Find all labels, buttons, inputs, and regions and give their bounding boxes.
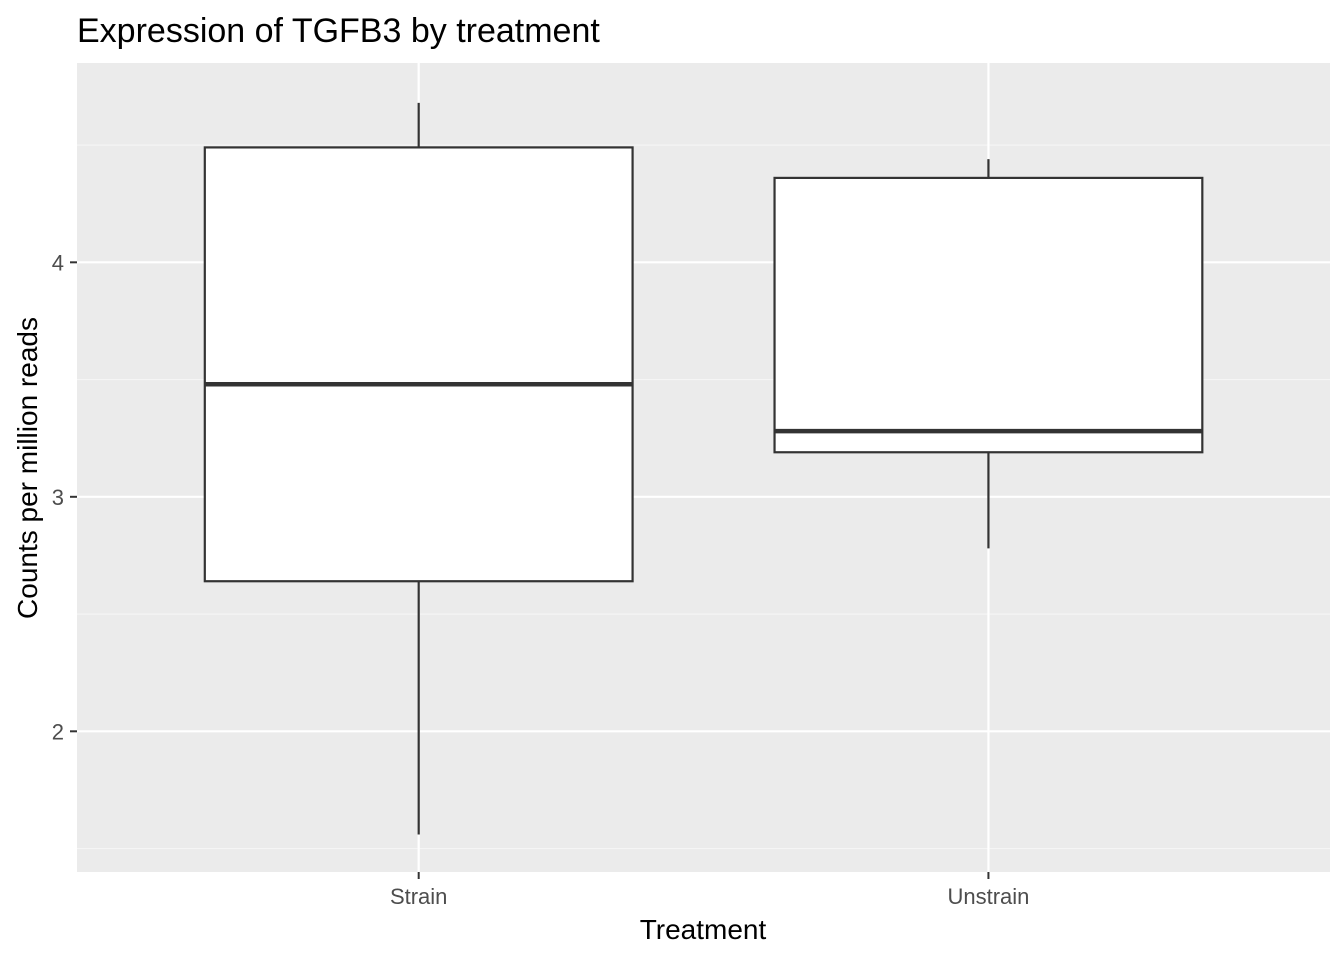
- x-axis: Strain Unstrain: [390, 872, 1029, 909]
- y-tick-label: 2: [52, 719, 64, 744]
- chart-title: Expression of TGFB3 by treatment: [77, 12, 600, 50]
- box-iqr: [203, 146, 634, 583]
- x-axis-title: Treatment: [640, 914, 767, 945]
- x-tick-label: Strain: [390, 884, 447, 909]
- boxplot-series: [203, 102, 1204, 835]
- x-tick-label: Unstrain: [947, 884, 1029, 909]
- box-iqr: [773, 176, 1204, 454]
- y-axis: 2 3 4: [52, 250, 77, 744]
- y-axis-title: Counts per million reads: [12, 317, 43, 619]
- box-strain: [203, 102, 634, 835]
- box-unstrain: [773, 159, 1204, 549]
- y-tick-label: 3: [52, 485, 64, 510]
- y-tick-label: 4: [52, 250, 64, 275]
